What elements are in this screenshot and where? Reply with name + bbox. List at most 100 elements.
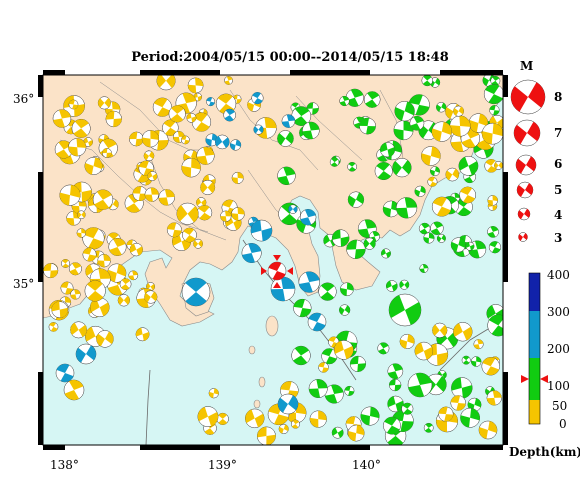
toshima-island [248, 345, 256, 355]
lon-label-140: 140° [352, 458, 381, 472]
depth-tick-50: 50 [552, 399, 567, 413]
depth-shallow-band [529, 400, 540, 424]
beachball-symbol [108, 237, 127, 256]
beachball-symbol [387, 395, 404, 413]
beachball-symbol [515, 154, 537, 176]
beachball-symbol [307, 312, 327, 332]
nankai-trough [145, 369, 151, 445]
beachball-symbol [92, 189, 114, 210]
beachball-symbol [459, 186, 477, 204]
beachball-symbol [486, 390, 502, 406]
beachball-symbol [451, 377, 473, 399]
beachball-symbol [84, 157, 103, 175]
niijima-island [258, 376, 266, 388]
beachball-symbol [359, 117, 376, 135]
beachball-symbol [197, 406, 219, 427]
beachball-symbol [387, 363, 404, 380]
beachball-symbol [329, 157, 340, 167]
main-event-pointer [273, 282, 281, 288]
earthquake-symbols [43, 75, 503, 445]
beachball-symbol [450, 395, 466, 411]
beachball-symbol [181, 277, 211, 307]
beachball-symbol [176, 202, 199, 225]
beachball-symbol [132, 186, 148, 202]
beachball-symbol [141, 130, 160, 148]
mag-label-8: 8 [554, 90, 562, 104]
beachball-symbol [97, 254, 111, 268]
beachball-symbol [321, 348, 338, 365]
beachball-symbol [388, 378, 402, 392]
beachball-symbol [431, 196, 452, 217]
beachball-symbol [339, 95, 350, 107]
beachball-symbol [379, 142, 396, 158]
beachball-symbol [393, 120, 414, 141]
mag-label-5: 5 [554, 183, 562, 197]
beachball-symbol [374, 162, 393, 181]
depth-tick-400: 400 [547, 268, 570, 282]
lat-label-36: 36° [13, 92, 34, 106]
beachball-symbol [156, 75, 176, 91]
beachball-symbol [206, 97, 216, 107]
lat-label-35: 35° [13, 277, 34, 291]
beachball-symbol [251, 92, 264, 105]
beachball-symbol [407, 372, 433, 398]
beachball-symbol [423, 232, 435, 244]
beachball-symbol [449, 115, 471, 137]
beachball-symbol [59, 184, 81, 206]
beachball-symbol [399, 279, 410, 290]
beachball-symbol [401, 402, 414, 415]
beachball-symbol [494, 161, 503, 170]
beachball-symbol [419, 264, 429, 273]
mag-label-3: 3 [554, 231, 562, 245]
izu-oshima [265, 315, 279, 337]
beachball-symbol [363, 91, 381, 108]
beachball-symbol [291, 419, 301, 429]
beachball-symbol [84, 325, 106, 347]
beachball-symbol [182, 227, 197, 243]
map-border-bars [38, 70, 508, 450]
beachball-symbol [408, 94, 430, 116]
beachball-symbol [101, 148, 112, 158]
beachball-symbol [231, 207, 245, 221]
beachball-symbol [129, 242, 143, 257]
beachball-symbol [430, 221, 444, 235]
beachball-symbol [277, 130, 294, 147]
beachball-symbol [349, 355, 367, 372]
beachball-symbol [436, 233, 446, 243]
beachball-symbol [377, 342, 390, 355]
beachball-symbol [347, 191, 365, 208]
beachball-symbol [70, 289, 81, 300]
beachball-symbol [516, 181, 534, 199]
beachball-symbol [470, 356, 482, 367]
beachball-symbol [205, 133, 219, 147]
depth-marker-left [521, 375, 529, 383]
beachball-symbol [340, 282, 354, 297]
beachball-symbol [309, 410, 327, 428]
beachball-symbol [465, 241, 475, 251]
beachball-symbol [89, 297, 110, 318]
main-event-marker [261, 255, 293, 288]
beachball-symbol [55, 363, 75, 383]
main-event-pointer [261, 267, 267, 275]
beachball-symbol [318, 282, 337, 301]
beachball-symbol [347, 161, 357, 172]
depth-unit-label: Depth(km) [509, 445, 580, 459]
beachball-symbol [488, 241, 502, 254]
beachball-symbol [302, 121, 320, 140]
beachball-symbol [445, 167, 460, 182]
lon-label-138: 138° [50, 458, 79, 472]
beachball-symbol [223, 108, 237, 122]
beachball-symbol [409, 115, 425, 131]
mag-label-7: 7 [554, 126, 562, 140]
beachball-symbol [68, 262, 82, 276]
beachball-symbol [427, 176, 438, 187]
beachball-symbol [418, 222, 431, 235]
beachball-symbol [107, 263, 127, 283]
beachball-symbol [490, 75, 501, 86]
beachball-symbol [105, 110, 122, 128]
beachball-symbol [396, 197, 418, 219]
beachball-symbol [68, 138, 87, 157]
beachball-symbol [129, 131, 144, 147]
